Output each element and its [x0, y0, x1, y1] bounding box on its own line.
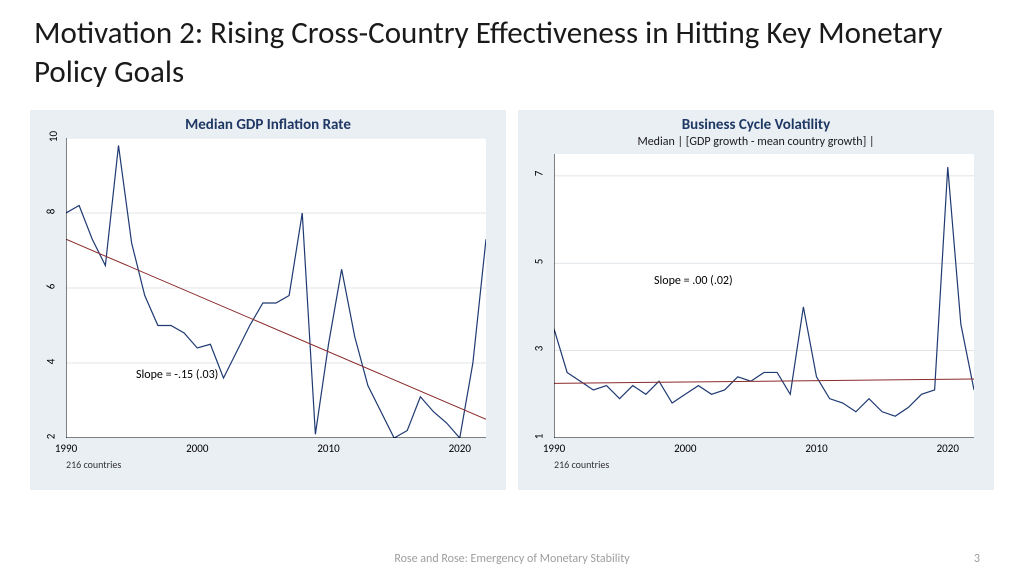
- page-title: Motivation 2: Rising Cross-Country Effec…: [0, 0, 1024, 102]
- chart-footnote: 216 countries: [554, 458, 609, 471]
- ytick-label: 3: [532, 346, 545, 352]
- xtick-label: 2020: [449, 442, 471, 455]
- data-line: [554, 167, 974, 416]
- ytick-label: 1: [532, 433, 545, 439]
- ytick-label: 4: [44, 358, 57, 364]
- data-line: [66, 145, 486, 438]
- plot-area: [66, 138, 486, 438]
- xtick-label: 2000: [674, 442, 696, 455]
- left-chart-title: Median GDP Inflation Rate: [30, 110, 506, 134]
- ytick-label: 10: [47, 130, 60, 141]
- ytick-label: 7: [532, 171, 545, 177]
- plot-area: [554, 154, 974, 438]
- ytick-label: 5: [532, 258, 545, 264]
- xtick-label: 2010: [805, 442, 827, 455]
- chart-svg: [554, 154, 974, 438]
- ytick-label: 8: [44, 208, 57, 214]
- page-number: 3: [974, 552, 980, 566]
- chart-footnote: 216 countries: [66, 458, 121, 471]
- chart-svg: [66, 138, 486, 438]
- page-footer: Rose and Rose: Emergency of Monetary Sta…: [0, 552, 1024, 566]
- xtick-label: 1990: [543, 442, 565, 455]
- xtick-label: 2000: [186, 442, 208, 455]
- left-chart-panel: Median GDP Inflation Rate 2 4 6 8 10 1990 2000…: [30, 110, 506, 490]
- right-chart-panel: Business Cycle Volatility Median | [GDP …: [518, 110, 994, 490]
- slope-label: Slope = -.15 (.03): [136, 368, 218, 382]
- xtick-label: 1990: [55, 442, 77, 455]
- ytick-label: 2: [44, 433, 57, 439]
- xtick-label: 2020: [937, 442, 959, 455]
- right-chart-subtitle: Median | [GDP growth - mean country grow…: [518, 135, 994, 149]
- chart-row: Median GDP Inflation Rate 2 4 6 8 10 1990 2000…: [0, 102, 1024, 490]
- trend-line: [66, 239, 486, 419]
- xtick-label: 2010: [317, 442, 339, 455]
- ytick-label: 6: [44, 283, 57, 289]
- trend-line: [554, 379, 974, 383]
- right-chart-title: Business Cycle Volatility: [518, 110, 994, 134]
- slope-label: Slope = .00 (.02): [654, 274, 733, 288]
